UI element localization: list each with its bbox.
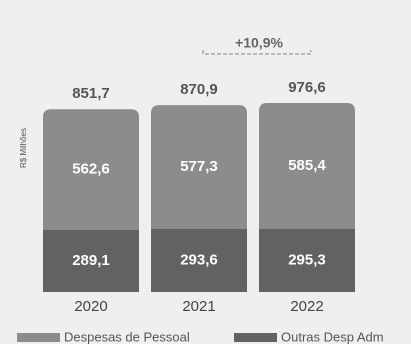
annotation-bracket: [202, 50, 312, 55]
value-label: 585,4: [288, 157, 326, 174]
annotation: +10,9%: [235, 35, 283, 51]
bar-segment: [259, 103, 355, 229]
legend-swatch: [17, 333, 60, 342]
legend-label: Despesas de Pessoal: [64, 329, 190, 344]
total-label: 851,7: [72, 85, 110, 102]
bar-segment: [151, 105, 247, 229]
bar-segment: [43, 109, 139, 230]
x-tick-label: 2021: [182, 298, 215, 315]
total-label: 976,6: [288, 79, 326, 96]
bar-segment: [43, 229, 139, 292]
bar-segment: [151, 228, 247, 292]
legend-label: Outras Desp Adm: [281, 329, 384, 344]
bar-segment: [259, 228, 355, 292]
x-tick-label: 2022: [290, 298, 323, 315]
value-label: 293,6: [180, 251, 218, 268]
total-label: 870,9: [180, 81, 218, 98]
legend-swatch: [234, 333, 277, 342]
value-label: 577,3: [180, 158, 218, 175]
x-tick-label: 2020: [74, 298, 107, 315]
value-label: 295,3: [288, 251, 326, 268]
y-axis-label: R$ Milhões: [19, 128, 28, 168]
value-label: 289,1: [72, 252, 110, 269]
value-label: 562,6: [72, 161, 110, 178]
